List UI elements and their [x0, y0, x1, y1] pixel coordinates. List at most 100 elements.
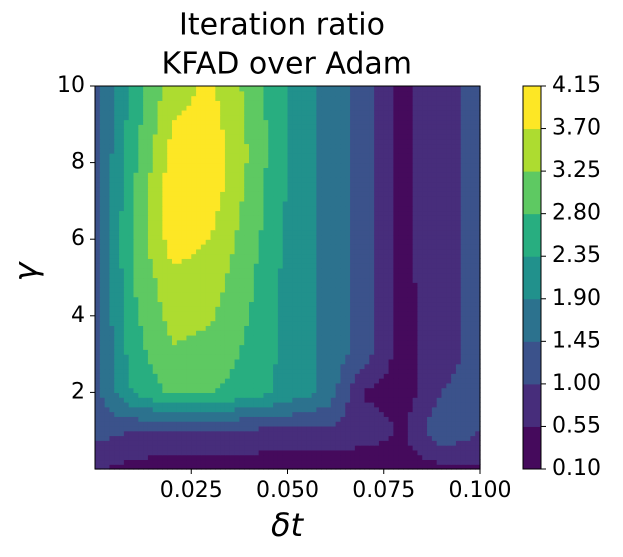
contour-cell: [258, 181, 265, 188]
contour-cell: [460, 325, 467, 331]
contour-cell: [249, 210, 255, 216]
contour-cell: [263, 354, 269, 360]
contour-cell: [455, 330, 462, 336]
contour-cell: [383, 267, 390, 274]
contour-cell: [417, 301, 423, 307]
contour-cell: [277, 378, 284, 384]
contour-cell: [123, 339, 130, 346]
contour-cell: [220, 172, 226, 178]
contour-cell: [167, 277, 173, 283]
contour-cell: [162, 435, 168, 441]
contour-cell: [133, 464, 139, 470]
contour-cell: [258, 162, 265, 168]
contour-cell: [114, 200, 120, 207]
contour-cell: [441, 253, 447, 259]
contour-cell: [282, 239, 289, 245]
contour-cell: [441, 382, 447, 389]
contour-cell: [224, 344, 231, 350]
contour-cell: [186, 387, 192, 393]
contour-cell: [451, 263, 457, 269]
contour-cell: [253, 445, 260, 451]
contour-cell: [470, 368, 476, 374]
contour-cell: [147, 248, 154, 255]
contour-cell: [104, 301, 111, 307]
contour-cell: [99, 449, 106, 456]
contour-cell: [393, 368, 399, 374]
contour-cell: [465, 248, 471, 255]
contour-cell: [297, 200, 303, 207]
contour-cell: [157, 325, 163, 331]
contour-cell: [369, 406, 375, 413]
contour-cell: [205, 368, 212, 374]
contour-cell: [210, 421, 216, 427]
contour-cell: [407, 459, 414, 465]
contour-cell: [138, 334, 144, 341]
contour-cell: [277, 239, 284, 245]
contour-cell: [340, 397, 346, 403]
contour-cell: [133, 234, 139, 240]
contour-cell: [330, 354, 337, 360]
contour-cell: [364, 339, 370, 346]
contour-cell: [340, 416, 346, 422]
contour-cell: [369, 186, 375, 192]
contour-cell: [398, 215, 404, 221]
contour-cell: [374, 406, 380, 413]
contour-cell: [417, 311, 423, 317]
contour-cell: [446, 301, 452, 307]
contour-cell: [306, 464, 313, 470]
contour-cell: [451, 445, 457, 451]
contour-cell: [431, 397, 438, 403]
contour-cell: [277, 363, 284, 370]
contour-cell: [162, 411, 168, 417]
contour-cell: [369, 282, 375, 288]
contour-cell: [172, 378, 178, 384]
contour-cell: [186, 354, 192, 360]
contour-cell: [152, 287, 159, 293]
contour-cell: [273, 411, 279, 417]
contour-cell: [138, 330, 144, 336]
contour-cell: [475, 234, 481, 240]
contour-cell: [460, 401, 467, 408]
contour-cell: [292, 272, 298, 279]
contour-cell: [123, 200, 130, 207]
contour-cell: [398, 320, 404, 326]
contour-cell: [95, 401, 101, 408]
contour-cell: [354, 368, 361, 374]
contour-cell: [152, 459, 159, 465]
contour-cell: [350, 239, 356, 245]
contour-cell: [258, 224, 265, 231]
contour-cell: [138, 186, 144, 192]
contour-cell: [282, 373, 289, 379]
contour-cell: [234, 382, 240, 389]
contour-cell: [326, 416, 332, 422]
contour-cell: [176, 401, 183, 408]
contour-cell: [215, 176, 221, 183]
contour-cell: [378, 306, 385, 312]
contour-cell: [109, 459, 115, 465]
contour-cell: [287, 387, 293, 393]
contour-cell: [239, 205, 245, 212]
contour-cell: [417, 282, 423, 288]
contour-cell: [350, 330, 356, 336]
contour-cell: [460, 263, 467, 269]
contour-cell: [292, 397, 298, 403]
contour-cell: [268, 243, 274, 250]
contour-cell: [465, 234, 471, 240]
contour-cell: [292, 354, 298, 360]
contour-cell: [364, 445, 370, 451]
contour-cell: [128, 330, 135, 336]
contour-cell: [431, 382, 438, 389]
contour-cell: [263, 272, 269, 279]
contour-cell: [359, 291, 366, 298]
contour-cell: [200, 311, 207, 317]
contour-cell: [350, 459, 356, 465]
contour-cell: [412, 325, 419, 331]
contour-cell: [282, 445, 289, 451]
contour-cell: [191, 411, 197, 417]
contour-cell: [335, 277, 342, 283]
contour-cell: [196, 464, 202, 470]
contour-cell: [475, 315, 481, 322]
contour-cell: [258, 239, 265, 245]
contour-cell: [374, 349, 380, 355]
contour-cell: [369, 200, 375, 207]
